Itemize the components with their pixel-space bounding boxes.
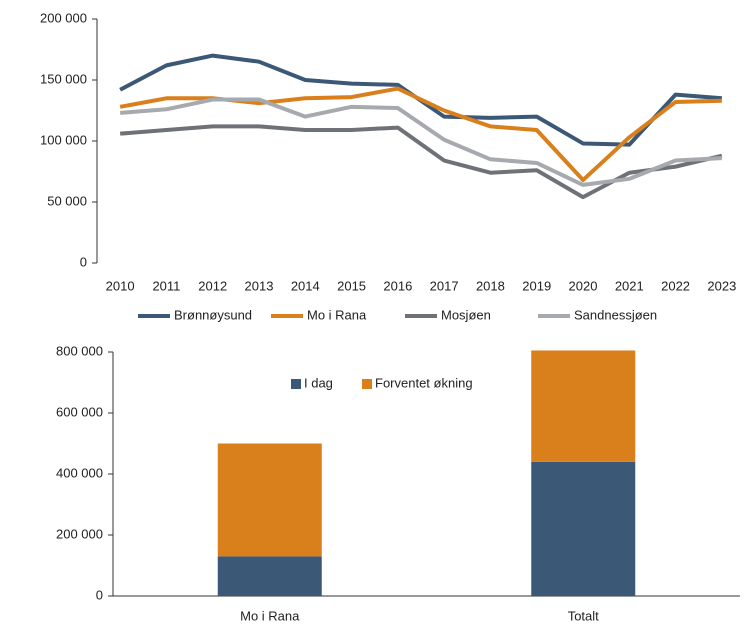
- legend-swatch: [362, 379, 372, 389]
- x-tick-label: 2019: [522, 278, 551, 293]
- legend-label: Brønnøysund: [174, 307, 252, 322]
- x-tick-label: 2011: [152, 278, 180, 293]
- y-tick-label: 200 000: [40, 10, 87, 25]
- x-tick-label: 2023: [707, 278, 736, 293]
- x-tick-label: 2017: [430, 278, 459, 293]
- bar-segment: [531, 350, 636, 462]
- x-tick-label: Mo i Rana: [240, 608, 300, 623]
- bar-segment: [217, 443, 322, 557]
- x-tick-label: Totalt: [568, 608, 599, 623]
- y-tick-label: 200 000: [56, 526, 103, 541]
- y-tick-label: 600 000: [56, 404, 103, 419]
- x-tick-label: 2016: [383, 278, 412, 293]
- x-tick-label: 2013: [245, 278, 274, 293]
- y-tick-label: 400 000: [56, 465, 103, 480]
- x-tick-label: 2022: [661, 278, 690, 293]
- x-tick-label: 2012: [198, 278, 227, 293]
- x-tick-label: 2020: [569, 278, 598, 293]
- x-tick-label: 2014: [291, 278, 320, 293]
- y-tick-label: 800 000: [56, 343, 103, 358]
- legend-label: I dag: [304, 375, 333, 390]
- bar-segment: [217, 556, 322, 596]
- y-tick-label: 0: [96, 587, 103, 602]
- legend-label: Sandnessjøen: [574, 307, 657, 322]
- x-tick-label: 2021: [615, 278, 644, 293]
- legend-swatch: [291, 379, 301, 389]
- x-tick-label: 2015: [337, 278, 366, 293]
- line-series: [119, 97, 722, 187]
- bar-segment: [531, 461, 636, 596]
- y-tick-label: 100 000: [40, 132, 87, 147]
- legend-label: Mosjøen: [441, 307, 491, 322]
- legend-label: Mo i Rana: [307, 307, 367, 322]
- y-tick-label: 0: [80, 254, 87, 269]
- x-tick-label: 2018: [476, 278, 505, 293]
- x-tick-label: 2010: [106, 278, 135, 293]
- y-tick-label: 50 000: [47, 193, 87, 208]
- legend-label: Forventet økning: [375, 375, 473, 390]
- line-series: [119, 124, 723, 200]
- y-tick-label: 150 000: [40, 71, 87, 86]
